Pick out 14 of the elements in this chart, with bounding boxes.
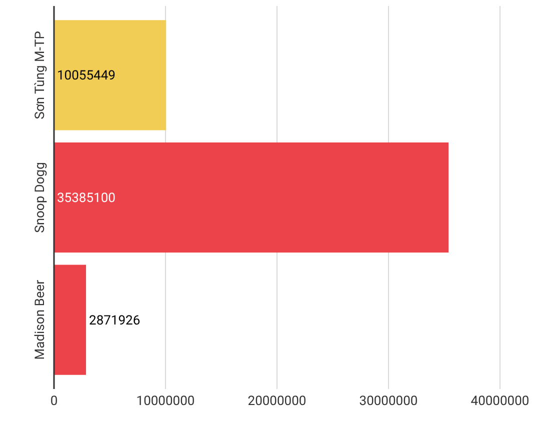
x-tick-label: 20000000 [248, 394, 306, 409]
x-tick-label: 30000000 [359, 394, 418, 409]
y-tick-label: Madison Beer [33, 279, 48, 360]
data-label: 35385100 [57, 191, 116, 206]
bar [54, 142, 449, 253]
data-label: 10055449 [57, 68, 116, 84]
y-tick-label: Snoop Dogg [33, 162, 48, 233]
x-tick-label: 0 [50, 394, 58, 409]
x-tick-label: 40000000 [470, 394, 530, 409]
bar [54, 264, 86, 375]
data-label: 2871926 [89, 313, 140, 328]
bar [54, 20, 166, 130]
x-tick-label: 10000000 [136, 394, 195, 409]
y-tick-label: Sơn Tùng M-TP [33, 31, 48, 120]
